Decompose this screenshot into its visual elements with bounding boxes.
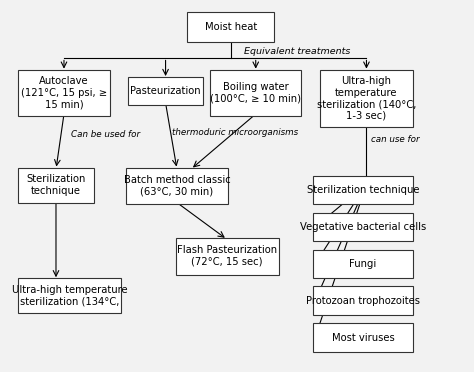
Text: can use for: can use for bbox=[371, 135, 419, 144]
Text: Can be used for: Can be used for bbox=[71, 130, 140, 139]
Text: Sterilization
technique: Sterilization technique bbox=[26, 174, 86, 196]
FancyBboxPatch shape bbox=[128, 77, 203, 105]
Text: Pasteurization: Pasteurization bbox=[130, 86, 201, 96]
Text: Ultra-high temperature
sterilization (134°C,: Ultra-high temperature sterilization (13… bbox=[12, 285, 128, 307]
Text: Autoclave
(121°C, 15 psi, ≥
15 min): Autoclave (121°C, 15 psi, ≥ 15 min) bbox=[21, 76, 107, 109]
Text: Ultra-high
temperature
sterilization (140°C,
1-3 sec): Ultra-high temperature sterilization (14… bbox=[317, 76, 416, 121]
FancyBboxPatch shape bbox=[210, 70, 301, 116]
Text: Equivalent treatments: Equivalent treatments bbox=[244, 47, 351, 56]
Text: Flash Pasteurization
(72°C, 15 sec): Flash Pasteurization (72°C, 15 sec) bbox=[177, 246, 277, 267]
FancyBboxPatch shape bbox=[313, 212, 413, 241]
Text: Most viruses: Most viruses bbox=[332, 333, 394, 343]
FancyBboxPatch shape bbox=[313, 250, 413, 278]
FancyBboxPatch shape bbox=[18, 70, 109, 116]
Text: Vegetative bacterial cells: Vegetative bacterial cells bbox=[300, 222, 426, 232]
FancyBboxPatch shape bbox=[176, 238, 279, 275]
FancyBboxPatch shape bbox=[18, 167, 94, 203]
FancyBboxPatch shape bbox=[126, 167, 228, 205]
Text: Batch method classic
(63°C, 30 min): Batch method classic (63°C, 30 min) bbox=[124, 175, 230, 197]
FancyBboxPatch shape bbox=[313, 323, 413, 352]
Text: Sterilization technique: Sterilization technique bbox=[307, 185, 419, 195]
Text: Protozoan trophozoites: Protozoan trophozoites bbox=[306, 296, 420, 306]
FancyBboxPatch shape bbox=[18, 278, 121, 313]
FancyBboxPatch shape bbox=[187, 12, 274, 42]
Text: Fungi: Fungi bbox=[349, 259, 377, 269]
Text: thermoduric microorganisms: thermoduric microorganisms bbox=[173, 128, 299, 137]
Text: Moist heat: Moist heat bbox=[204, 22, 257, 32]
FancyBboxPatch shape bbox=[313, 286, 413, 315]
FancyBboxPatch shape bbox=[313, 176, 413, 205]
FancyBboxPatch shape bbox=[319, 70, 413, 127]
Text: Boiling water
(100°C, ≥ 10 min): Boiling water (100°C, ≥ 10 min) bbox=[210, 82, 301, 103]
